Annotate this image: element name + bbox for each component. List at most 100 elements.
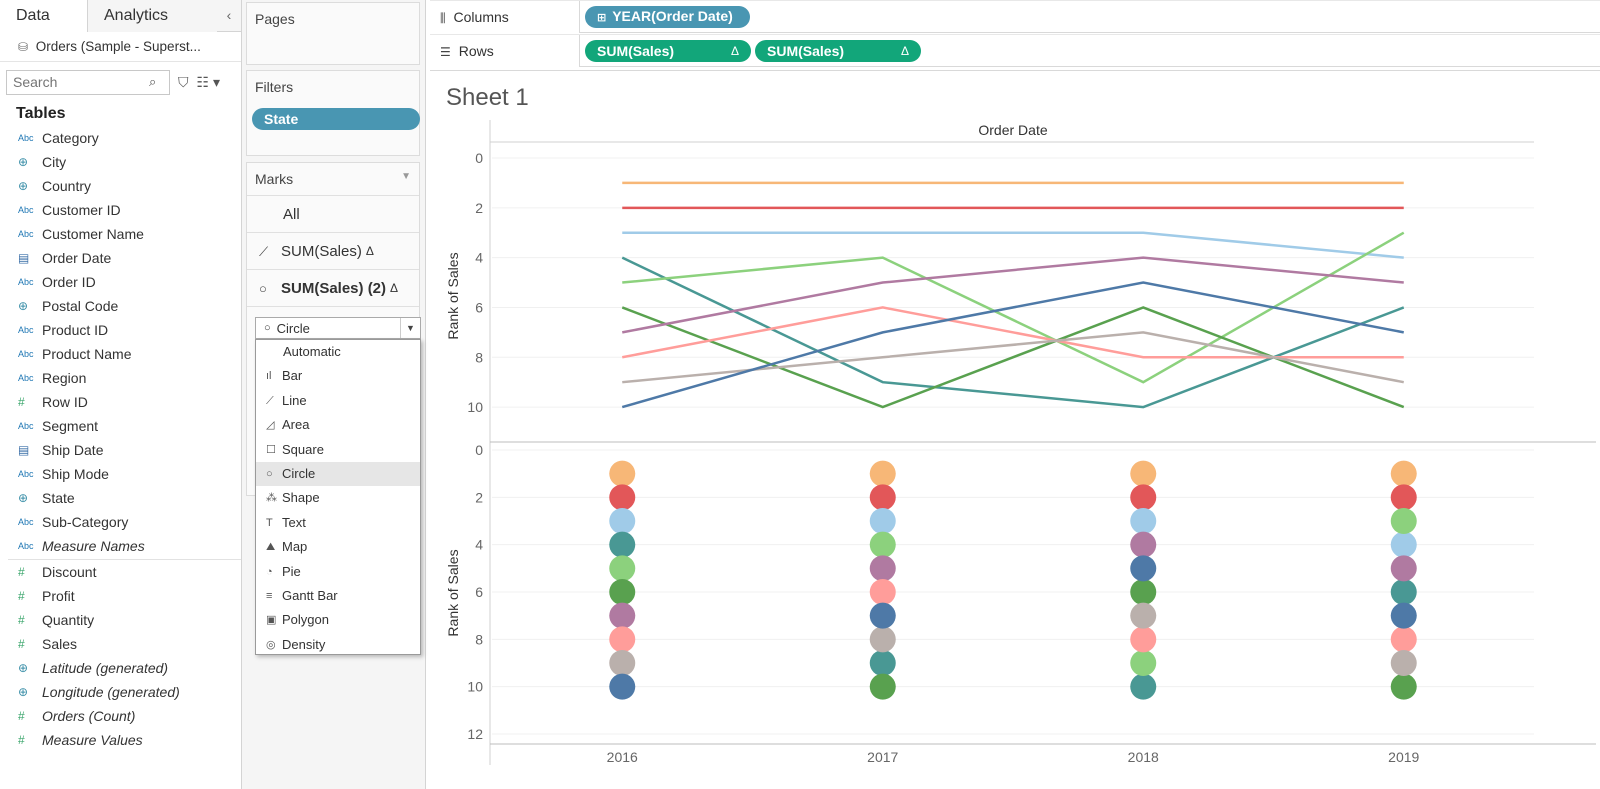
search-box: ⌕ bbox=[6, 69, 170, 95]
marks-all[interactable]: All bbox=[247, 196, 419, 233]
search-icon[interactable]: ⌕ bbox=[149, 74, 157, 89]
menu-item-pie[interactable]: ◔ Pie bbox=[256, 560, 420, 584]
field-category[interactable]: Abc Category bbox=[0, 126, 241, 150]
field-label: Latitude (generated) bbox=[42, 660, 169, 676]
filter-icon[interactable]: ⛉ bbox=[178, 73, 189, 90]
menu-item-map[interactable]: ⛰ Map bbox=[256, 535, 420, 559]
geo-type-icon: ⊕ bbox=[18, 299, 29, 313]
field-product-id[interactable]: Abc Product ID bbox=[0, 318, 241, 342]
field-state[interactable]: ⊕ State bbox=[0, 486, 241, 510]
chevron-left-icon[interactable]: ‹ bbox=[217, 0, 241, 31]
columns-shelf[interactable]: ⫼ Columns ⊞ YEAR(Order Date) bbox=[430, 0, 1600, 33]
series-6-circle bbox=[869, 673, 896, 700]
series-2-circle bbox=[1130, 484, 1157, 511]
menu-item-automatic[interactable]: Automatic bbox=[256, 340, 420, 364]
field-region[interactable]: Abc Region bbox=[0, 366, 241, 390]
menu-item-square[interactable]: ☐ Square bbox=[256, 438, 420, 462]
field-postal-code[interactable]: ⊕ Postal Code bbox=[0, 294, 241, 318]
rows-label-text: Rows bbox=[458, 43, 494, 59]
x-tick-label: 2018 bbox=[1128, 749, 1159, 765]
menu-item-label: Text bbox=[282, 514, 306, 530]
caret-down-icon[interactable]: ▼ bbox=[401, 171, 411, 182]
circle-icon: ○ bbox=[266, 467, 273, 480]
field-label: Longitude (generated) bbox=[42, 684, 180, 700]
rows-pills: SUM(Sales) Δ SUM(Sales) Δ bbox=[585, 40, 921, 62]
row-pill-sum-sales-1[interactable]: SUM(Sales) Δ bbox=[585, 40, 751, 62]
menu-item-label: Bar bbox=[282, 368, 303, 384]
column-pill-label: YEAR(Order Date) bbox=[612, 8, 733, 24]
field-label: Category bbox=[42, 130, 99, 146]
date-type-icon: ▤ bbox=[18, 251, 30, 265]
field-order-id[interactable]: Abc Order ID bbox=[0, 270, 241, 294]
line-icon: ⟋ bbox=[259, 243, 269, 259]
field-segment[interactable]: Abc Segment bbox=[0, 414, 241, 438]
series-2-circle bbox=[1390, 484, 1417, 511]
field-orders-count[interactable]: # Orders (Count) bbox=[0, 704, 241, 728]
pages-card[interactable]: Pages bbox=[246, 2, 420, 65]
series-9-circle bbox=[1130, 602, 1157, 629]
menu-item-polygon[interactable]: ▣ Polygon bbox=[256, 608, 420, 632]
series-7-circle bbox=[1390, 555, 1417, 582]
field-ship-mode[interactable]: Abc Ship Mode bbox=[0, 462, 241, 486]
view-options-icon[interactable]: ☷ ▾ bbox=[196, 73, 220, 90]
menu-item-density[interactable]: ◎ Density bbox=[256, 633, 420, 657]
series-5-circle bbox=[869, 531, 896, 558]
row-pill-sum-sales-2[interactable]: SUM(Sales) Δ bbox=[755, 40, 921, 62]
field-measure-names[interactable]: Abc Measure Names bbox=[0, 534, 241, 558]
menu-item-bar[interactable]: ıl Bar bbox=[256, 364, 420, 388]
series-5-circle bbox=[609, 555, 636, 582]
field-sales[interactable]: # Sales bbox=[0, 632, 241, 656]
menu-item-area[interactable]: ◿ Area bbox=[256, 413, 420, 437]
field-sub-category[interactable]: Abc Sub-Category bbox=[0, 510, 241, 534]
columns-label: ⫼ Columns bbox=[430, 1, 580, 33]
field-quantity[interactable]: # Quantity bbox=[0, 608, 241, 632]
column-pill-year-order-date[interactable]: ⊞ YEAR(Order Date) bbox=[585, 6, 750, 28]
field-label: Product ID bbox=[42, 322, 109, 338]
chevron-down-icon[interactable]: ▼ bbox=[400, 318, 420, 338]
menu-item-circle[interactable]: ○ Circle bbox=[256, 461, 420, 487]
marks-sum-sales-2[interactable]: ○ SUM(Sales) (2) Δ bbox=[247, 270, 419, 307]
row-pill-label: SUM(Sales) bbox=[597, 43, 675, 59]
field-row-id[interactable]: # Row ID bbox=[0, 390, 241, 414]
filter-pill-state[interactable]: State bbox=[252, 108, 420, 130]
field-label: Ship Mode bbox=[42, 466, 109, 482]
num-type-icon: # bbox=[18, 637, 25, 651]
field-order-date[interactable]: ▤ Order Date bbox=[0, 246, 241, 270]
field-profit[interactable]: # Profit bbox=[0, 584, 241, 608]
geo-type-icon: ⊕ bbox=[18, 155, 29, 169]
menu-item-gantt-bar[interactable]: ≡ Gantt Bar bbox=[256, 584, 420, 608]
tab-analytics[interactable]: Analytics bbox=[88, 0, 217, 32]
filters-card[interactable]: Filters State bbox=[246, 70, 420, 156]
marks-sum-sales[interactable]: ⟋ SUM(Sales) Δ bbox=[247, 233, 419, 270]
field-product-name[interactable]: Abc Product Name bbox=[0, 342, 241, 366]
tab-data[interactable]: Data bbox=[0, 0, 88, 32]
shape-icon: ⁂ bbox=[266, 492, 277, 505]
field-discount[interactable]: # Discount bbox=[0, 560, 241, 584]
rank-chart: Order Date 0 2 4 6 8 10 Rank of Sales 0 2 4 6 8 10 12 R… bbox=[445, 120, 1596, 765]
y-tick-label: 2 bbox=[475, 200, 483, 216]
menu-item-text[interactable]: T Text bbox=[256, 511, 420, 535]
datasource-item[interactable]: ⛁ Orders (Sample - Superst... bbox=[0, 32, 241, 62]
dimensions-list: Abc Category ⊕ City ⊕ Country Abc Customer ID Ab… bbox=[0, 126, 241, 558]
y-tick-label: 0 bbox=[475, 150, 483, 166]
series-8-circle bbox=[1390, 626, 1417, 653]
field-label: Quantity bbox=[42, 612, 95, 628]
columns-label-text: Columns bbox=[453, 9, 509, 25]
columns-icon: ⫼ bbox=[440, 11, 446, 25]
search-input[interactable] bbox=[13, 74, 149, 90]
field-country[interactable]: ⊕ Country bbox=[0, 174, 241, 198]
menu-item-shape[interactable]: ⁂ Shape bbox=[256, 486, 420, 510]
menu-item-line[interactable]: ⟋ Line bbox=[256, 389, 420, 413]
mark-type-select[interactable]: ○ Circle ▼ bbox=[255, 317, 421, 339]
rows-shelf[interactable]: ☰ Rows SUM(Sales) Δ SUM(Sales) Δ bbox=[430, 34, 1600, 67]
field-label: Customer Name bbox=[42, 226, 144, 242]
field-longitude-generated[interactable]: ⊕ Longitude (generated) bbox=[0, 680, 241, 704]
field-latitude-generated[interactable]: ⊕ Latitude (generated) bbox=[0, 656, 241, 680]
field-customer-id[interactable]: Abc Customer ID bbox=[0, 198, 241, 222]
y-tick-label: 10 bbox=[467, 679, 483, 695]
field-ship-date[interactable]: ▤ Ship Date bbox=[0, 438, 241, 462]
field-city[interactable]: ⊕ City bbox=[0, 150, 241, 174]
field-measure-values[interactable]: # Measure Values bbox=[0, 728, 241, 752]
field-customer-name[interactable]: Abc Customer Name bbox=[0, 222, 241, 246]
series-2-circle bbox=[609, 484, 636, 511]
